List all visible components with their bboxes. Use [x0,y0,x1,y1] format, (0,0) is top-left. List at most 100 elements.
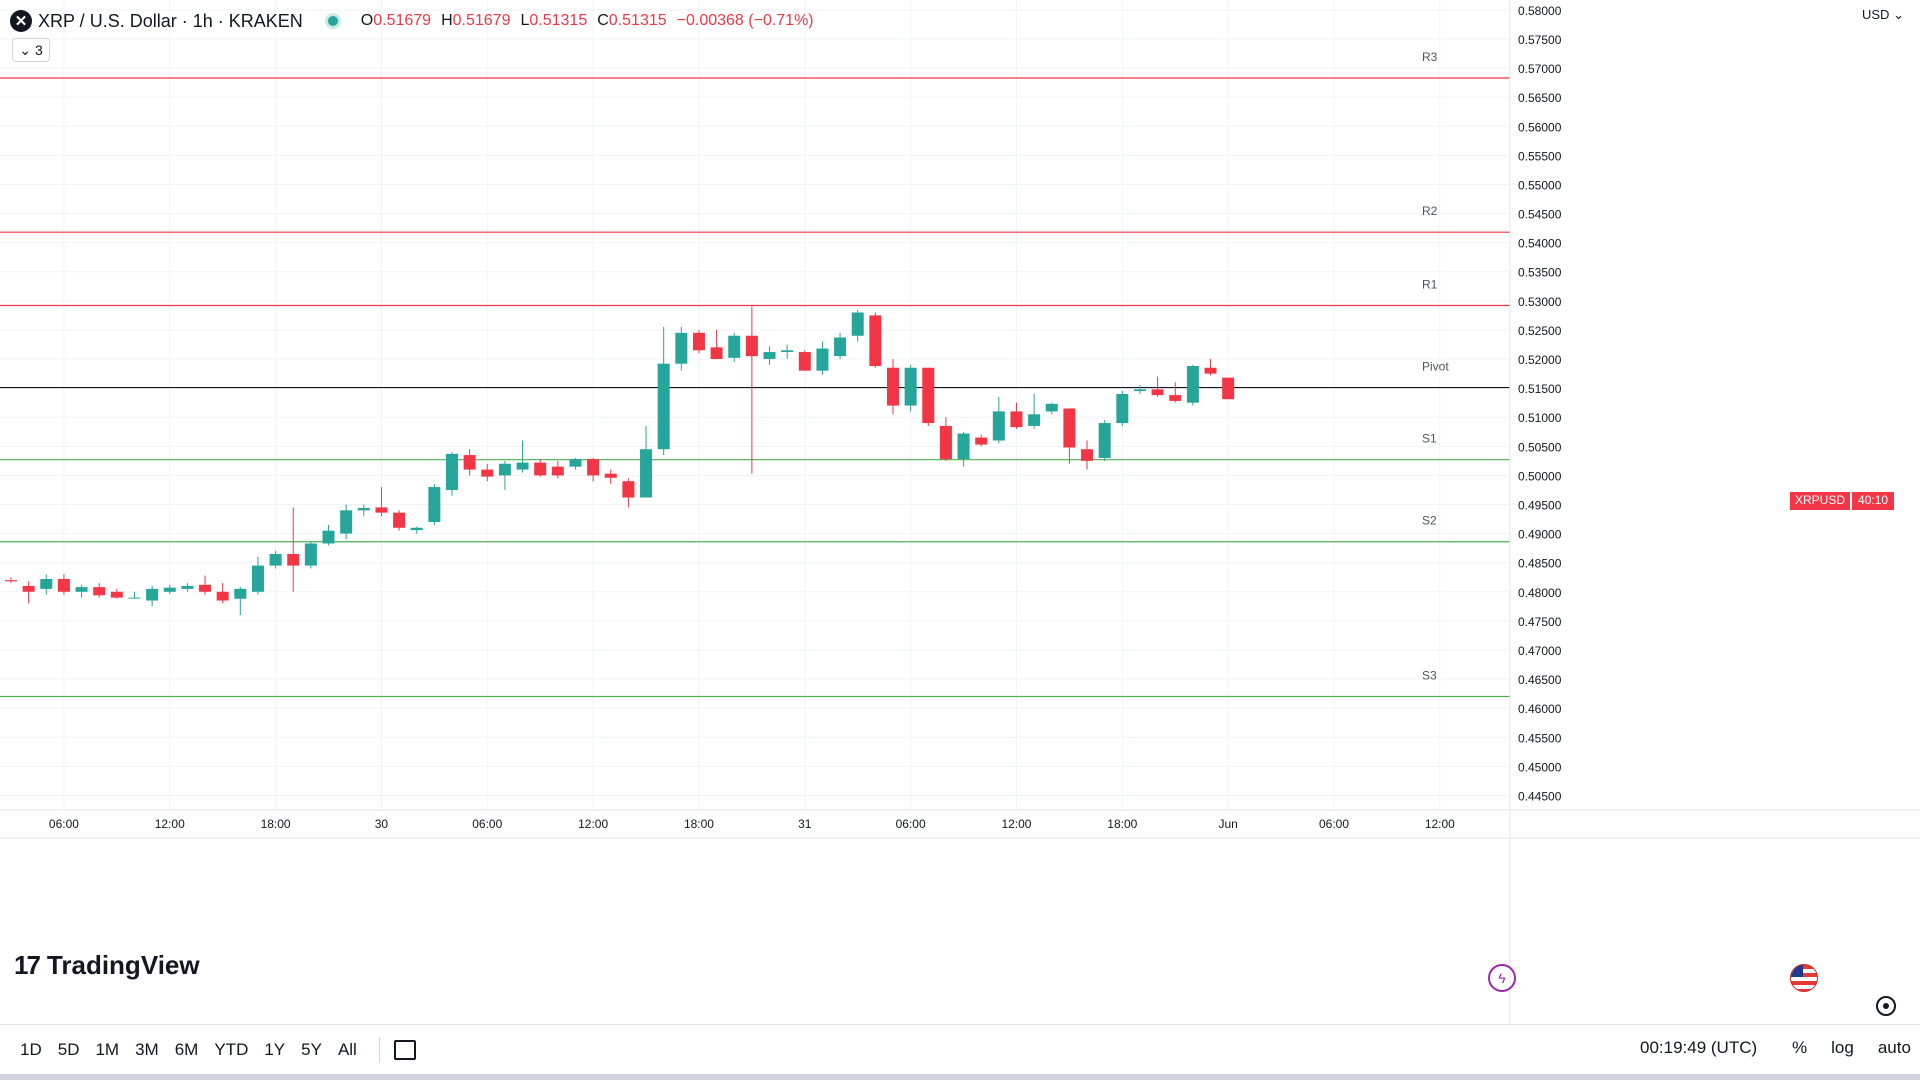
calendar-icon[interactable] [393,1040,416,1060]
y-tick-label: 0.56000 [1518,120,1562,134]
y-tick-label: 0.47500 [1518,615,1562,629]
candle-body [322,530,335,544]
lightning-icon[interactable]: ϟ [1488,964,1516,992]
candle-body [110,591,123,598]
currency-label: USD [1862,7,1890,22]
candle-body [410,527,423,531]
brand-name: TradingView [46,950,200,980]
log-toggle[interactable]: log [1831,1038,1854,1057]
x-tick-label: 06:00 [896,817,926,831]
candle-body [710,347,723,360]
tradingview-mark-icon: 17 [14,950,41,980]
x-tick-label: 12:00 [155,817,185,831]
y-tick-label: 0.54000 [1518,237,1562,251]
y-tick-label: 0.55000 [1518,178,1562,192]
timeframe-1d[interactable]: 1D [20,1040,42,1059]
candle-body [5,580,17,582]
us-flag-icon[interactable] [1790,964,1818,992]
candle-body [692,332,705,351]
y-tick-label: 0.56500 [1518,91,1562,105]
x-tick-label: 06:00 [472,817,502,831]
candle-body [304,543,317,566]
high-value: 0.51679 [452,12,511,29]
candle-body [498,463,511,476]
chevron-down-icon: ⌄ [1893,7,1904,22]
y-tick-label: 0.54500 [1518,208,1562,222]
candle-body [992,411,1005,441]
bar-countdown: 40:10 [1852,492,1895,510]
y-tick-label: 0.46500 [1518,673,1562,687]
candle-body [93,587,106,596]
open-value: 0.51679 [373,12,432,29]
y-tick-label: 0.57000 [1518,62,1562,76]
level-label-pivot: Pivot [1422,360,1449,374]
scale-options: % log auto [1792,1038,1911,1058]
candle-body [1045,403,1058,412]
timeframe-ytd[interactable]: YTD [214,1040,249,1059]
axes: 0.44500 0.45000 0.45500 0.46000 0.46500 0.470… [0,0,1920,1024]
timeframe-all[interactable]: All [337,1040,357,1059]
y-tick-label: 0.52500 [1518,324,1562,338]
candle-body [922,367,935,424]
low-label: L [520,12,530,29]
x-tick-label: 18:00 [261,817,291,831]
ohlc-legend: O0.51679 H0.51679 L0.51315 C0.51315 −0.0… [361,12,814,30]
candle-body [957,433,970,460]
candles [5,306,1235,616]
chart-header: ✕ XRP / U.S. Dollar · 1h · KRAKEN O0.516… [10,8,814,34]
y-tick-label: 0.50500 [1518,440,1562,454]
y-tick-label: 0.49000 [1518,528,1562,542]
open-label: O [360,12,374,29]
candle-body [251,565,264,592]
timeframe-1y[interactable]: 1Y [264,1040,286,1059]
timeframe-5d[interactable]: 5D [57,1040,80,1059]
candle-body [57,578,70,592]
percent-toggle[interactable]: % [1792,1038,1808,1057]
candle-body [269,553,282,566]
utc-clock[interactable]: 00:19:49 (UTC) [1640,1038,1758,1057]
y-tick-label: 0.51000 [1518,411,1562,425]
timeframe-3m[interactable]: 3M [135,1040,159,1059]
candle-body [1028,414,1041,426]
candle-body [1204,367,1217,374]
market-status-icon[interactable] [324,13,341,29]
auto-toggle[interactable]: auto [1877,1038,1911,1057]
gear-icon[interactable] [1876,996,1896,1016]
candle-body [975,437,988,445]
xrp-logo-icon: ✕ [10,10,32,32]
tradingview-logo[interactable]: 17 TradingView [14,950,200,981]
candle-body [428,487,441,522]
toolbar-divider [378,1037,380,1063]
candle-body [640,449,653,498]
exchange-label: KRAKEN [228,10,303,31]
candle-body [146,588,159,601]
y-tick-label: 0.46000 [1518,702,1562,716]
candle-body [834,337,847,357]
timeframe-5y[interactable]: 5Y [301,1040,322,1059]
bottom-strip [0,1074,1920,1080]
x-tick-label: 18:00 [684,817,714,831]
y-tick-label: 0.44500 [1518,789,1562,803]
timeframe-1m[interactable]: 1M [95,1040,120,1059]
y-tick-label: 0.47000 [1518,644,1562,658]
candle-body [340,510,353,534]
y-tick-label: 0.45000 [1518,760,1562,774]
grid-lines [0,0,1510,810]
candle-body [604,473,617,478]
x-tick-label: 12:00 [1425,817,1455,831]
symbol-title[interactable]: XRP / U.S. Dollar · 1h · KRAKEN [38,10,303,31]
timeframe-6m[interactable]: 6M [174,1040,199,1059]
currency-selector[interactable]: USD ⌄ [1862,7,1904,23]
indicators-toggle-button[interactable]: ⌄ 3 [12,38,50,62]
candle-body [163,587,176,592]
candle-body [22,585,35,592]
candle-body [446,453,458,490]
candle-body [199,584,212,592]
candle-body [534,462,547,476]
candle-body [287,553,300,566]
candle-body [1010,411,1023,428]
candle-body [463,455,476,470]
candle-body [75,587,88,592]
y-tick-label: 0.48500 [1518,557,1562,571]
